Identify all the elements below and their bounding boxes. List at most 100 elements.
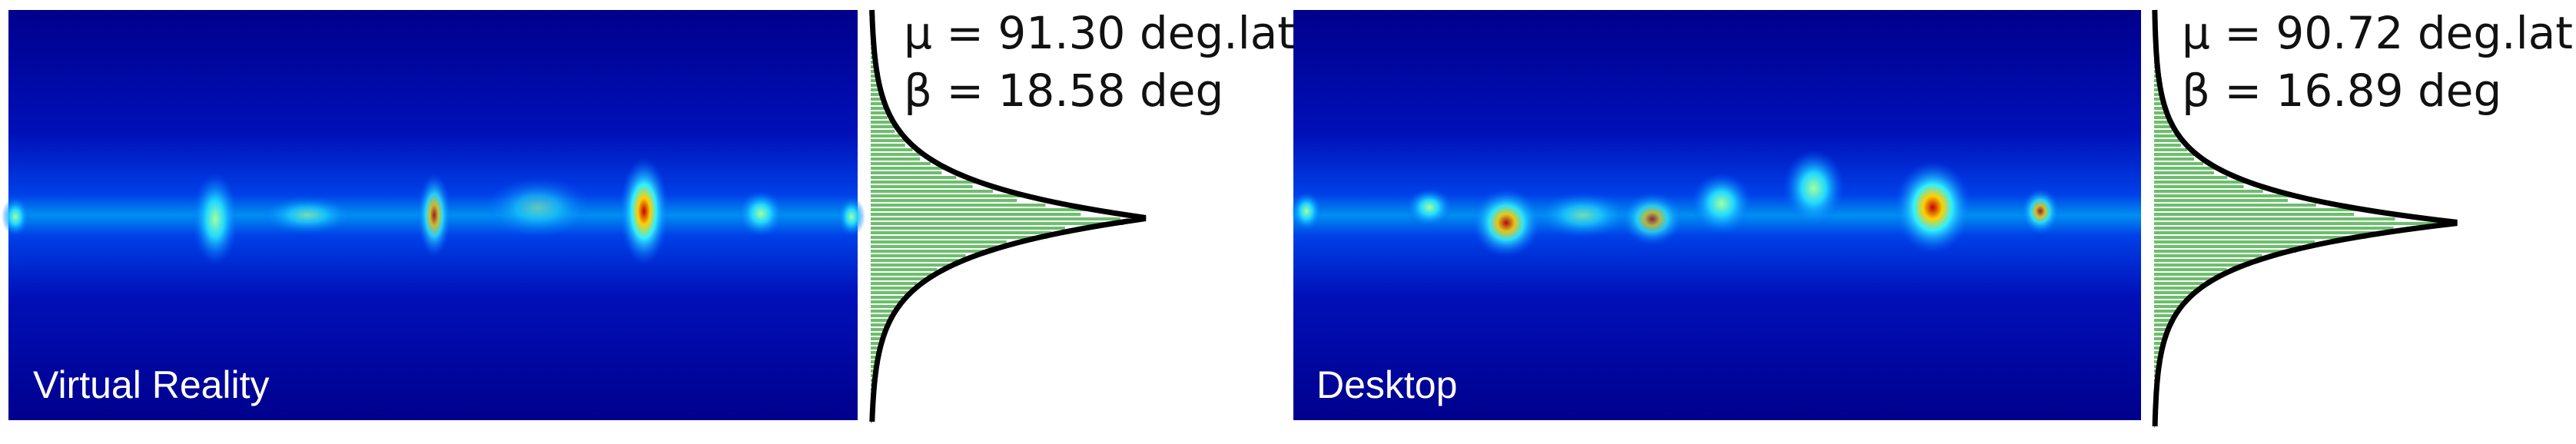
histogram-bar — [2154, 259, 2252, 262]
histogram-bar — [871, 296, 904, 299]
heatmap-hotspots — [2, 157, 865, 265]
histogram-bar — [871, 328, 885, 331]
histogram-bar — [2154, 190, 2263, 193]
histogram-bar — [2154, 282, 2203, 285]
histogram-bar — [871, 217, 1120, 220]
histogram-bar — [2154, 144, 2181, 147]
histogram-bar — [2154, 98, 2163, 101]
histogram-bar — [871, 323, 887, 326]
histogram-bar — [871, 102, 883, 105]
beta-text: β = 18.58 deg — [904, 65, 1223, 117]
heatmap-panel: Desktop — [1291, 10, 2141, 420]
histogram-bar — [2154, 250, 2297, 253]
histogram-bar — [871, 194, 1021, 197]
histogram-bar — [2154, 107, 2165, 110]
histogram-bar — [2154, 148, 2188, 151]
histogram-bar — [2154, 134, 2176, 138]
fit-curve — [869, 9, 1147, 422]
histogram-bar — [2154, 287, 2199, 290]
histogram-bar — [2154, 162, 2204, 165]
histogram-bar — [2154, 217, 2395, 220]
histogram-bar — [871, 305, 901, 308]
histogram-bar — [2154, 199, 2289, 202]
histogram-bar — [2154, 227, 2394, 230]
histogram-bar — [2154, 254, 2262, 257]
histogram-bar — [2154, 121, 2169, 124]
histogram-bar — [871, 139, 907, 142]
histogram-bar — [2154, 328, 2168, 331]
histogram-bar — [2154, 337, 2164, 340]
histogram-bar — [2154, 291, 2197, 294]
histogram-bar — [2154, 84, 2160, 87]
histogram-bar — [2154, 213, 2355, 216]
histogram-bar — [871, 282, 918, 285]
histogram-bar — [2154, 208, 2357, 211]
histogram-bar — [871, 111, 888, 114]
histogram-bar — [871, 263, 958, 267]
histogram-bar — [871, 148, 913, 151]
histogram-bar — [871, 70, 877, 73]
heatmap-panel: Virtual Reality — [2, 10, 865, 420]
histogram-bar — [2154, 157, 2195, 161]
histogram-bar — [871, 144, 905, 147]
histogram-bar — [2154, 268, 2227, 271]
histogram-bar — [871, 98, 883, 101]
histogram-bar — [2154, 139, 2182, 142]
fit-curve — [2152, 9, 2458, 427]
histogram-bar — [2154, 111, 2166, 114]
histogram-bar — [2154, 240, 2315, 244]
heatmap-hotspots — [1291, 150, 2060, 257]
histogram-bar — [2154, 333, 2167, 336]
histogram-bar — [871, 369, 876, 373]
histogram-bar — [2154, 93, 2161, 96]
histogram-bar — [871, 291, 913, 294]
histogram-bar — [871, 75, 877, 78]
panel-label: Desktop — [1316, 363, 1457, 406]
histogram-bar — [2154, 130, 2173, 133]
histogram-bar — [2154, 314, 2174, 317]
histogram-bar — [871, 273, 932, 276]
histogram-bar — [871, 314, 891, 317]
beta-text: β = 16.89 deg — [2182, 65, 2501, 117]
histogram-bar — [871, 84, 879, 87]
histogram-bar — [871, 121, 891, 124]
histogram-bar — [871, 153, 922, 156]
histogram-bar — [871, 116, 888, 119]
histogram-bar — [871, 337, 882, 340]
histogram-bar — [2154, 176, 2228, 179]
histogram-bar — [2154, 323, 2169, 326]
histogram-bar — [871, 208, 1087, 211]
histogram-bar — [871, 185, 973, 188]
histogram-bar — [871, 167, 944, 170]
histogram-bar — [871, 360, 878, 363]
histogram-bar — [871, 346, 881, 350]
histogram-bar — [871, 162, 931, 165]
histogram-bar — [871, 287, 914, 290]
histogram-bar — [871, 125, 896, 128]
histogram-bar — [871, 181, 976, 184]
histogram-bar — [2154, 231, 2375, 234]
histogram-bar — [2154, 185, 2244, 188]
histogram-bar — [871, 171, 942, 174]
mu-text: μ = 91.30 deg.lat — [904, 7, 1295, 59]
histogram-bar — [2154, 342, 2163, 345]
histogram-bar — [871, 310, 894, 313]
histogram-bar — [2154, 296, 2187, 299]
histogram-bar — [871, 333, 885, 336]
histogram-bar — [871, 342, 881, 345]
histogram-bar — [871, 351, 879, 354]
histogram-bar — [2154, 79, 2159, 82]
histogram — [869, 9, 1147, 423]
histogram-bar — [2154, 181, 2246, 184]
histogram-bar — [2154, 300, 2184, 303]
histogram-bar — [871, 240, 1007, 244]
histogram-bar — [2154, 222, 2457, 225]
histogram-bar — [2154, 194, 2290, 197]
histogram-bar — [871, 190, 994, 193]
histogram-bar — [2154, 245, 2302, 248]
histogram-bar — [871, 236, 1047, 239]
histogram — [2152, 9, 2458, 428]
histogram-bar — [871, 254, 966, 257]
